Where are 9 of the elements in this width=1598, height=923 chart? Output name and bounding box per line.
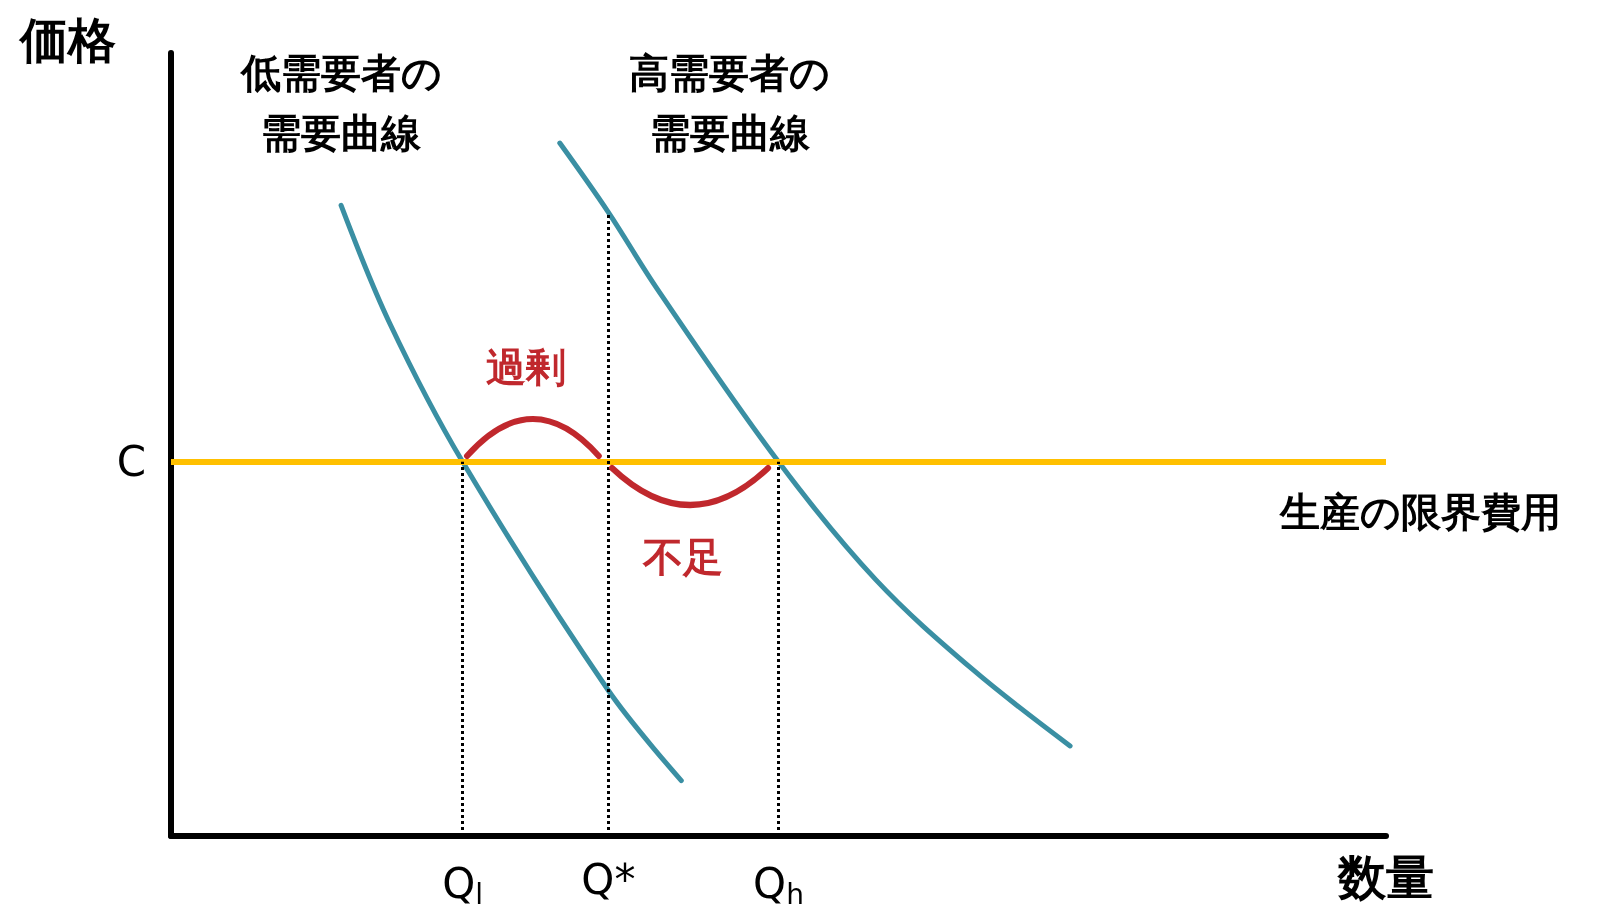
ref-line-label: 生産の限界費用 — [1279, 488, 1561, 535]
series-label: 高需要者の需要曲線 — [629, 50, 831, 156]
text: 低需要者の需要曲線 — [238, 50, 442, 156]
text: C — [116, 437, 146, 487]
annotation: 不足 — [642, 533, 724, 580]
x-tick-label: Q* — [581, 854, 636, 904]
x-axis-title: 数量 — [1337, 849, 1434, 905]
annotation: 過剰 — [485, 343, 566, 390]
y-axis-title: 価格 — [18, 12, 116, 68]
